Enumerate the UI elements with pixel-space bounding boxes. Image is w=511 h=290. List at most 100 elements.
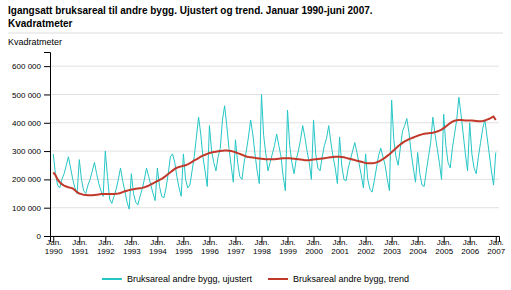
x-axis-line [51, 237, 500, 243]
x-tick-label: Jan.1996 [201, 238, 219, 256]
x-tick-label: Jan.1990 [45, 238, 63, 256]
x-tick-label-line: 1996 [201, 247, 219, 256]
x-tick: Jan.2001 [331, 236, 349, 256]
series-line [53, 94, 495, 209]
x-tick-label-line: Jan. [46, 238, 61, 247]
x-tick-label-line: Jan. [359, 238, 374, 247]
x-tick-label-line: 2006 [461, 247, 479, 256]
y-axis: 0100 000200 000300 000400 000500 000600 … [12, 53, 50, 242]
x-tick-label-line: 2004 [409, 247, 427, 256]
x-tick-label-line: 1994 [149, 247, 167, 256]
x-tick: Jan.2000 [305, 236, 323, 256]
x-tick-label-line: 1998 [253, 247, 271, 256]
series-line [53, 117, 495, 196]
x-tick-label-line: 1992 [97, 247, 115, 256]
x-tick-label: Jan.2005 [435, 238, 453, 256]
x-tick-label-line: Jan. [437, 238, 452, 247]
legend-swatch [102, 278, 122, 280]
x-tick-label-line: Jan. [72, 238, 87, 247]
x-tick-label-line: Jan. [228, 238, 243, 247]
x-tick-label-line: 1993 [123, 247, 141, 256]
y-tick-label: 500 000 [12, 91, 41, 100]
y-tick: 100 000 [12, 204, 50, 213]
x-tick-label: Jan.1994 [149, 238, 167, 256]
x-tick-label-line: 2000 [305, 247, 323, 256]
x-tick: Jan.1994 [149, 236, 167, 256]
grid [50, 66, 499, 236]
x-tick: Jan.1999 [279, 236, 297, 256]
title: Igangsatt bruksareal til andre bygg. Uju… [8, 5, 373, 16]
x-tick-label-line: 2005 [435, 247, 453, 256]
x-tick: Jan.2006 [461, 236, 479, 256]
legend-label: Bruksareal andre bygg, trend [293, 274, 409, 284]
x-tick-label: Jan.1993 [123, 238, 141, 256]
y-tick-mark [44, 236, 50, 237]
legend-label: Bruksareal andre bygg, ujustert [127, 274, 253, 284]
x-tick-label-line: 2003 [383, 247, 401, 256]
x-tick: Jan.1993 [123, 236, 141, 256]
y-tick-mark [44, 208, 50, 209]
separator [8, 33, 503, 34]
legend-item: Bruksareal andre bygg, ujustert [102, 274, 253, 284]
x-tick-label-line: 1991 [71, 247, 89, 256]
x-tick-label-line: Jan. [463, 238, 478, 247]
x-tick-label-line: Jan. [254, 238, 269, 247]
subtitle: Kvadratmeter [8, 18, 73, 29]
x-tick: Jan.1997 [227, 236, 245, 256]
x-tick-label: Jan.1995 [175, 238, 193, 256]
chart: Igangsatt bruksareal til andre bygg. Uju… [0, 0, 511, 290]
x-tick: Jan.1996 [201, 236, 219, 256]
grid-line [50, 66, 499, 67]
x-tick-label-line: Jan. [150, 238, 165, 247]
y-tick: 600 000 [12, 62, 50, 71]
x-tick-label-line: Jan. [280, 238, 295, 247]
plot [53, 94, 495, 209]
grid-line [50, 207, 499, 208]
x-tick-label: Jan.1992 [97, 238, 115, 256]
y-label: Kvadratmeter [8, 37, 62, 47]
x-tick-label: Jan.2001 [331, 238, 349, 256]
grid-line [50, 179, 499, 180]
y-tick: 300 000 [12, 147, 50, 156]
x-tick-label: Jan.1999 [279, 238, 297, 256]
x-tick-label-line: Jan. [489, 238, 504, 247]
y-tick-mark [44, 94, 50, 95]
x-tick-label-line: 2007 [487, 247, 505, 256]
y-tick-label: 300 000 [12, 147, 41, 156]
x-tick-label-line: 1995 [175, 247, 193, 256]
x-tick-label-line: 2001 [331, 247, 349, 256]
grid-line [50, 94, 499, 95]
x-tick-label-line: Jan. [385, 238, 400, 247]
y-tick-mark [44, 123, 50, 124]
grid-line [50, 151, 499, 152]
x-tick: Jan.2007 [487, 236, 505, 256]
x-tick-label: Jan.2007 [487, 238, 505, 256]
y-tick-label: 600 000 [12, 62, 41, 71]
y-axis-line [44, 53, 51, 237]
x-tick-label-line: 1997 [227, 247, 245, 256]
x-tick: Jan.2004 [409, 236, 427, 256]
x-tick-label-line: Jan. [333, 238, 348, 247]
x-tick-label-line: Jan. [306, 238, 321, 247]
x-tick-label: Jan.1991 [71, 238, 89, 256]
legend-swatch [268, 278, 288, 280]
y-tick: 200 000 [12, 175, 50, 184]
x-tick: Jan.1998 [253, 236, 271, 256]
x-tick: Jan.1990 [45, 236, 63, 256]
x-tick-label: Jan.2006 [461, 238, 479, 256]
y-tick-label: 200 000 [12, 175, 41, 184]
x-tick-label-line: 1990 [45, 247, 63, 256]
x-tick-label-line: Jan. [176, 238, 191, 247]
legend-item: Bruksareal andre bygg, trend [268, 274, 409, 284]
x-tick-label: Jan.2004 [409, 238, 427, 256]
x-tick-label: Jan.1997 [227, 238, 245, 256]
x-tick: Jan.1991 [71, 236, 89, 256]
x-tick-label-line: Jan. [202, 238, 217, 247]
x-tick-label-line: 2002 [357, 247, 375, 256]
x-tick-label: Jan.2003 [383, 238, 401, 256]
y-tick-label: 400 000 [12, 119, 41, 128]
x-tick: Jan.2005 [435, 236, 453, 256]
y-tick-mark [44, 151, 50, 152]
x-tick-label-line: Jan. [98, 238, 113, 247]
x-tick: Jan.1992 [97, 236, 115, 256]
